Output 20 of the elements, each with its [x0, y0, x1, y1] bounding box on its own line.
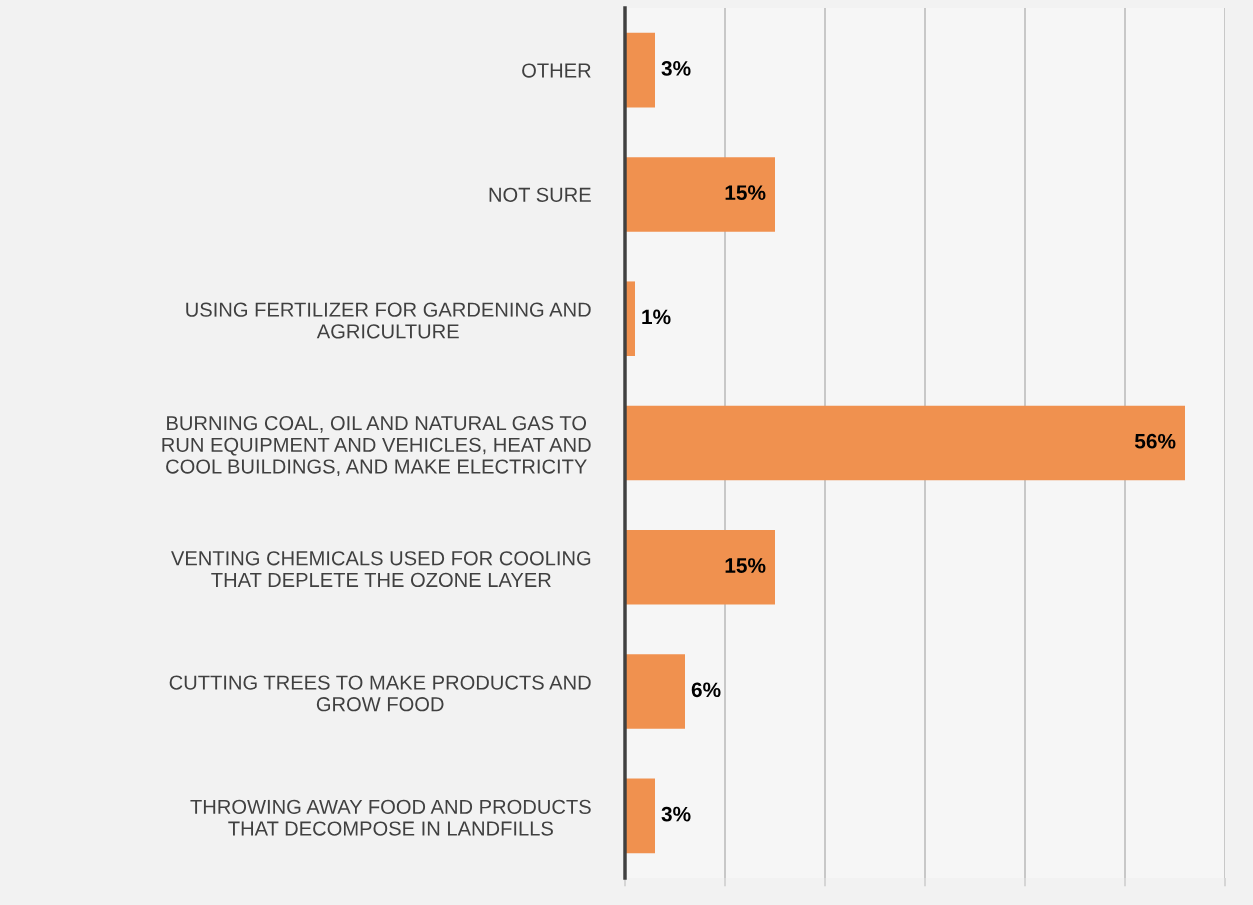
bar: [625, 405, 1185, 481]
bar: [625, 530, 775, 605]
bar: [625, 32, 655, 108]
data-label: 15%: [725, 558, 766, 573]
y-tick-label: BURNING COAL, OIL AND NATURAL GAS TO RUN EQUIPMENT AND VEHICLES, HEAT AND COOL BUILDINGS, AND MAKE ELECTRICITY: [162, 416, 591, 477]
y-tick-label: THROWING AWAY FOOD AND PRODUCTS THAT DECOMPOSE IN LANDFILLS: [190, 799, 591, 836]
data-label: 3%: [661, 806, 691, 822]
y-tick-label: OTHER: [522, 63, 591, 78]
y-tick-label: NOT SURE: [489, 187, 591, 202]
data-label: 3%: [661, 60, 691, 76]
data-label: 6%: [691, 682, 721, 698]
data-label: 15%: [725, 185, 766, 201]
bar: [625, 778, 655, 854]
data-label: 1%: [642, 309, 671, 325]
data-label: 56%: [1134, 433, 1176, 449]
y-tick-label: USING FERTILIZER FOR GARDENING AND AGRICULTURE: [186, 302, 591, 339]
bar: [625, 157, 775, 232]
y-tick-label: CUTTING TREES TO MAKE PRODUCTS AND GROW FOOD: [169, 675, 591, 712]
y-tick-label: VENTING CHEMICALS USED FOR COOLING THAT DEPLETE THE OZONE LAYER: [171, 551, 591, 588]
bar: [625, 654, 685, 729]
